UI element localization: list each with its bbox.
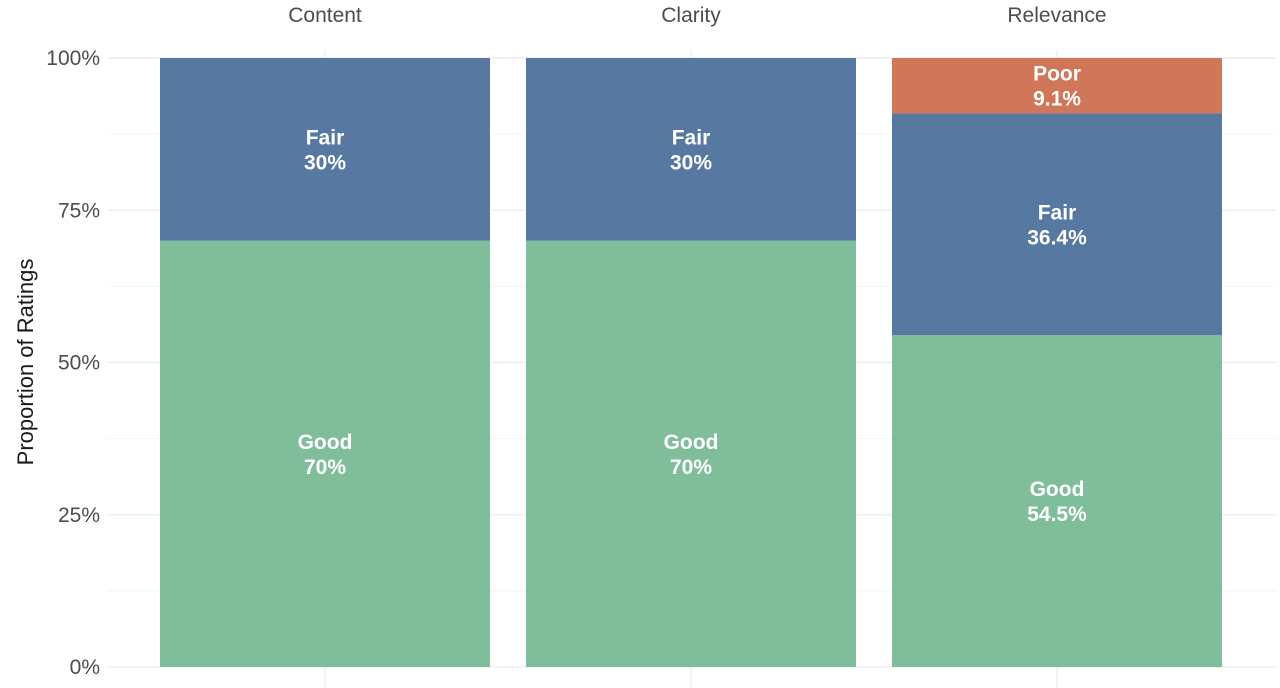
y-tick-label: 75% xyxy=(58,199,100,222)
y-tick-label: 100% xyxy=(46,47,100,70)
bar-segment-relevance-good xyxy=(892,335,1222,667)
bar-segment-content-fair xyxy=(160,58,490,241)
y-tick-label: 50% xyxy=(58,352,100,375)
segment-name-label: Good xyxy=(298,431,353,454)
segment-value-label: 54.5% xyxy=(1027,503,1087,526)
segment-value-label: 70% xyxy=(304,456,346,479)
segment-value-label: 30% xyxy=(304,151,346,174)
y-tick-label: 25% xyxy=(58,504,100,527)
segment-name-label: Fair xyxy=(306,126,345,149)
segment-name-label: Fair xyxy=(672,126,711,149)
segment-value-label: 9.1% xyxy=(1033,88,1081,111)
bars xyxy=(160,58,1222,667)
bar-segment-relevance-poor xyxy=(892,58,1222,114)
segment-name-label: Good xyxy=(664,431,719,454)
bar-segment-content-good xyxy=(160,240,490,667)
segment-name-label: Fair xyxy=(1038,201,1077,224)
facet-title-content: Content xyxy=(288,4,362,27)
segment-name-label: Good xyxy=(1030,478,1085,501)
segment-value-label: 36.4% xyxy=(1027,226,1087,249)
segment-value-label: 30% xyxy=(670,151,712,174)
facet-title-relevance: Relevance xyxy=(1007,4,1106,27)
segment-labels: Good70%Fair30%Good70%Fair30%Good54.5%Fai… xyxy=(298,63,1088,526)
bar-segment-clarity-fair xyxy=(526,58,856,241)
segment-value-label: 70% xyxy=(670,456,712,479)
y-axis-title: Proportion of Ratings xyxy=(13,259,38,466)
axes: 0% 25% 50% 75% 100% Content Clarity Relevance xyxy=(46,4,1106,679)
facet-title-clarity: Clarity xyxy=(661,4,721,27)
y-tick-label: 0% xyxy=(70,656,100,679)
bar-segment-relevance-fair xyxy=(892,113,1222,336)
segment-name-label: Poor xyxy=(1033,63,1081,86)
bar-segment-clarity-good xyxy=(526,240,856,667)
